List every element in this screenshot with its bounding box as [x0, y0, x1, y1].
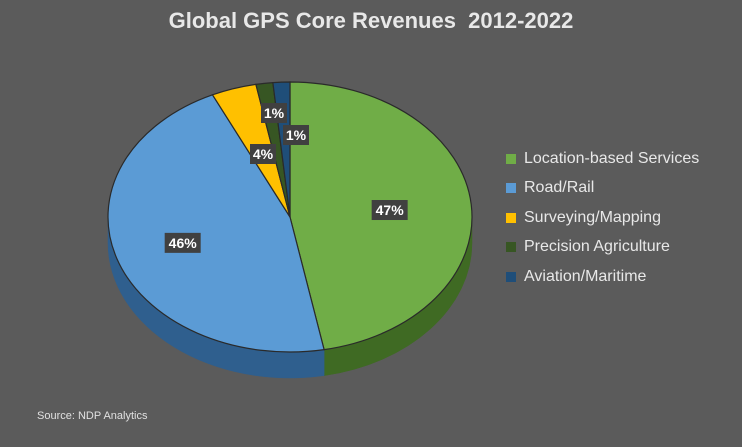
- legend-item-location-based-services: Location-based Services: [506, 144, 699, 174]
- legend-label: Road/Rail: [524, 179, 595, 197]
- legend-swatch: [506, 183, 516, 194]
- data-label-box: [250, 144, 276, 164]
- data-label-box: [164, 232, 201, 253]
- legend-label: Precision Agriculture: [524, 238, 670, 256]
- chart-title: Global GPS Core Revenues 2012-2022: [168, 8, 574, 33]
- pie-slice-road-rail: [107, 94, 325, 353]
- legend-item-surveying-mapping: Surveying/Mapping: [506, 203, 699, 233]
- data-label-box: [283, 125, 309, 145]
- legend-item-precision-agriculture: Precision Agriculture: [506, 233, 699, 263]
- data-label-location-based-services: 47%: [371, 200, 408, 221]
- data-label-road-rail: 46%: [164, 232, 201, 253]
- legend-item-aviation-maritime: Aviation/Maritime: [506, 262, 699, 292]
- data-label-box: [371, 200, 408, 221]
- legend: Location-based Services Road/Rail Survey…: [506, 144, 699, 292]
- data-label-text: 1%: [286, 127, 307, 143]
- legend-swatch: [506, 212, 516, 223]
- data-label-text: 4%: [253, 146, 274, 162]
- data-label-aviation-maritime: 1%: [283, 125, 309, 145]
- legend-swatch: [506, 271, 516, 282]
- data-label-text: 47%: [376, 202, 405, 218]
- legend-label: Location-based Services: [524, 149, 700, 167]
- legend-label: Aviation/Maritime: [524, 267, 647, 285]
- legend-label: Surveying/Mapping: [524, 208, 661, 226]
- data-label-precision-agriculture: 1%: [261, 103, 287, 123]
- legend-swatch: [506, 242, 516, 253]
- source-note: Source: NDP Analytics: [37, 410, 148, 422]
- legend-swatch: [506, 153, 516, 164]
- data-label-box: [261, 103, 287, 123]
- data-label-text: 1%: [264, 105, 285, 121]
- data-label-text: 46%: [169, 235, 198, 251]
- data-label-surveying-mapping: 4%: [250, 144, 276, 164]
- legend-item-road-rail: Road/Rail: [506, 174, 699, 204]
